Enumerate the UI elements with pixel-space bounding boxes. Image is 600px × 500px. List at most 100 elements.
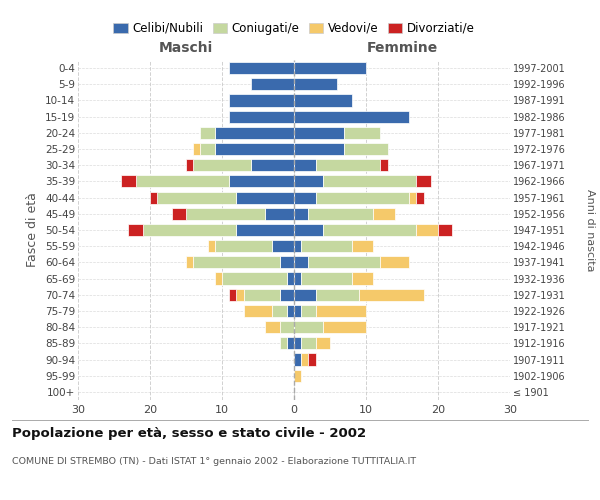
Bar [287,272,294,284]
Bar [280,256,294,268]
Bar [229,110,294,122]
Bar [308,354,316,366]
Bar [323,176,416,188]
Bar [294,78,337,90]
Bar [193,143,200,155]
Bar [244,288,280,301]
Y-axis label: Fasce di età: Fasce di età [26,192,40,268]
Bar [308,208,373,220]
Bar [316,338,330,349]
Bar [352,272,373,284]
Bar [229,62,294,74]
Bar [287,338,294,349]
Bar [294,159,316,172]
Bar [280,338,287,349]
Bar [251,78,294,90]
Bar [323,224,416,236]
Legend: Celibi/Nubili, Coniugati/e, Vedovi/e, Divorziati/e: Celibi/Nubili, Coniugati/e, Vedovi/e, Di… [110,18,478,38]
Bar [301,338,316,349]
Bar [294,338,301,349]
Bar [280,321,294,333]
Bar [287,305,294,317]
Bar [294,370,301,382]
Bar [294,62,366,74]
Y-axis label: Anni di nascita: Anni di nascita [585,188,595,271]
Bar [128,224,143,236]
Bar [308,256,380,268]
Bar [294,224,323,236]
Bar [294,176,323,188]
Bar [416,224,438,236]
Bar [294,208,308,220]
Bar [143,224,236,236]
Bar [236,224,294,236]
Bar [344,127,380,139]
Bar [294,94,352,106]
Bar [294,143,344,155]
Bar [294,305,301,317]
Bar [294,256,308,268]
Bar [272,240,294,252]
Bar [186,208,265,220]
Bar [236,288,244,301]
Bar [265,321,280,333]
Bar [193,256,280,268]
Bar [301,240,352,252]
Text: Popolazione per età, sesso e stato civile - 2002: Popolazione per età, sesso e stato civil… [12,428,366,440]
Bar [323,321,366,333]
Bar [215,143,294,155]
Bar [301,354,308,366]
Text: Femmine: Femmine [367,41,437,55]
Bar [172,208,186,220]
Bar [294,288,316,301]
Bar [229,288,236,301]
Bar [294,354,301,366]
Bar [380,159,388,172]
Bar [316,305,366,317]
Bar [236,192,294,203]
Bar [301,272,352,284]
Bar [373,208,395,220]
Bar [409,192,416,203]
Bar [316,159,380,172]
Bar [150,192,157,203]
Bar [222,272,287,284]
Text: Maschi: Maschi [159,41,213,55]
Bar [294,240,301,252]
Bar [438,224,452,236]
Bar [316,288,359,301]
Bar [294,272,301,284]
Bar [272,305,287,317]
Bar [229,94,294,106]
Bar [294,321,323,333]
Bar [244,305,272,317]
Bar [208,240,215,252]
Bar [359,288,424,301]
Text: COMUNE DI STREMBO (TN) - Dati ISTAT 1° gennaio 2002 - Elaborazione TUTTITALIA.IT: COMUNE DI STREMBO (TN) - Dati ISTAT 1° g… [12,458,416,466]
Bar [200,127,215,139]
Bar [136,176,229,188]
Bar [301,305,316,317]
Bar [280,288,294,301]
Bar [193,159,251,172]
Bar [200,143,215,155]
Bar [186,159,193,172]
Bar [416,176,431,188]
Bar [215,240,272,252]
Bar [215,127,294,139]
Bar [186,256,193,268]
Bar [380,256,409,268]
Bar [352,240,373,252]
Bar [215,272,222,284]
Bar [121,176,136,188]
Bar [265,208,294,220]
Bar [416,192,424,203]
Bar [316,192,409,203]
Bar [294,110,409,122]
Bar [229,176,294,188]
Bar [251,159,294,172]
Bar [344,143,388,155]
Bar [294,192,316,203]
Bar [294,127,344,139]
Bar [157,192,236,203]
